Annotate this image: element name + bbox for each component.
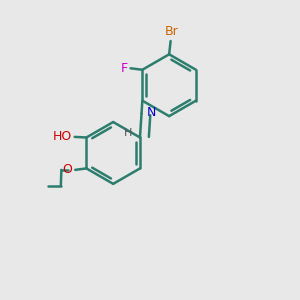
Text: F: F [121, 62, 128, 75]
Text: HO: HO [52, 130, 72, 143]
Text: N: N [147, 106, 156, 118]
Text: O: O [62, 164, 72, 176]
Text: Br: Br [165, 25, 178, 38]
Text: H: H [124, 128, 132, 138]
